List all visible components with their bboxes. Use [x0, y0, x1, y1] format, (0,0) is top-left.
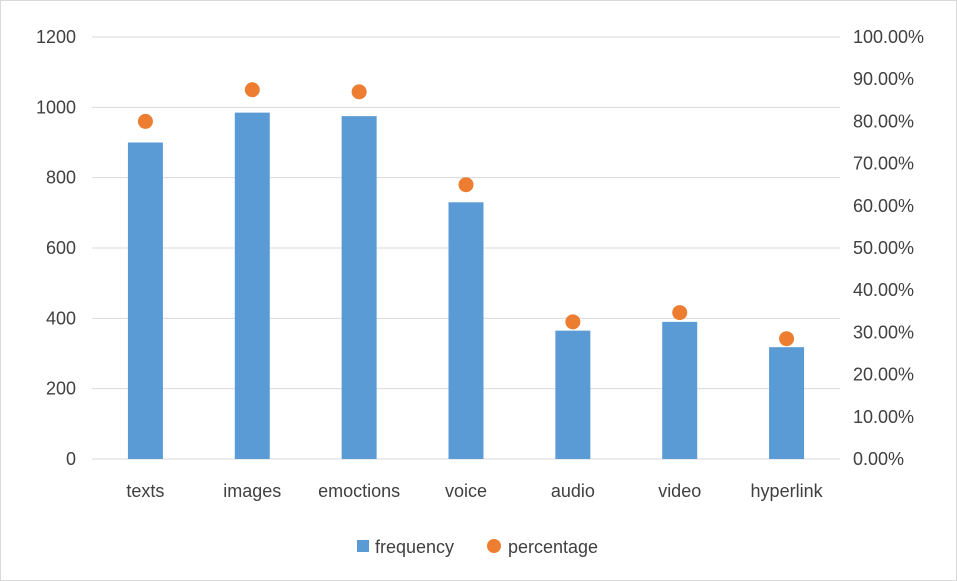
category-label: texts: [126, 481, 164, 501]
category-label: images: [223, 481, 281, 501]
point-video: [672, 305, 688, 321]
legend-label-percentage: percentage: [508, 537, 598, 557]
right-tick-label: 90.00%: [853, 69, 914, 89]
category-label: video: [658, 481, 701, 501]
right-tick-label: 30.00%: [853, 322, 914, 342]
category-label: audio: [551, 481, 595, 501]
right-tick-label: 50.00%: [853, 238, 914, 258]
bar-emoctions: [341, 116, 377, 459]
right-axis-tick-labels: 0.00% 10.00% 20.00% 30.00% 40.00% 50.00% 60.00…: [853, 27, 924, 469]
category-label: hyperlink: [751, 481, 824, 501]
right-tick-label: 80.00%: [853, 111, 914, 131]
point-voice: [458, 177, 474, 193]
point-emoctions: [351, 84, 367, 100]
right-tick-label: 10.00%: [853, 407, 914, 427]
point-texts: [137, 113, 153, 129]
bar-texts: [127, 142, 163, 459]
category-labels: texts images emoctions voice audio video hyper…: [126, 481, 823, 501]
left-tick-label: 400: [46, 308, 76, 328]
point-images: [244, 82, 260, 98]
bar-voice: [448, 202, 484, 460]
left-tick-label: 200: [46, 379, 76, 399]
right-tick-label: 70.00%: [853, 154, 914, 174]
percentage-points: [137, 82, 795, 347]
right-tick-label: 60.00%: [853, 196, 914, 216]
legend-swatch-frequency: [357, 540, 369, 552]
category-label: emoctions: [318, 481, 400, 501]
legend-swatch-percentage: [487, 539, 501, 553]
point-hyperlink: [779, 331, 795, 347]
left-tick-label: 1000: [36, 97, 76, 117]
bar-images: [234, 112, 270, 459]
left-axis-tick-labels: 0 200 400 600 800 1000 1200: [36, 27, 76, 469]
bar-hyperlink: [769, 347, 805, 459]
bar-audio: [555, 330, 591, 459]
right-tick-label: 100.00%: [853, 27, 924, 47]
bar-video: [662, 321, 698, 459]
left-tick-label: 0: [66, 449, 76, 469]
right-tick-label: 40.00%: [853, 280, 914, 300]
point-audio: [565, 314, 581, 330]
left-tick-label: 600: [46, 238, 76, 258]
right-tick-label: 20.00%: [853, 365, 914, 385]
category-label: voice: [445, 481, 487, 501]
left-tick-label: 800: [46, 168, 76, 188]
legend: frequency percentage: [357, 537, 598, 557]
right-tick-label: 0.00%: [853, 449, 904, 469]
left-tick-label: 1200: [36, 27, 76, 47]
frequency-bars: [127, 112, 805, 460]
legend-label-frequency: frequency: [375, 537, 454, 557]
